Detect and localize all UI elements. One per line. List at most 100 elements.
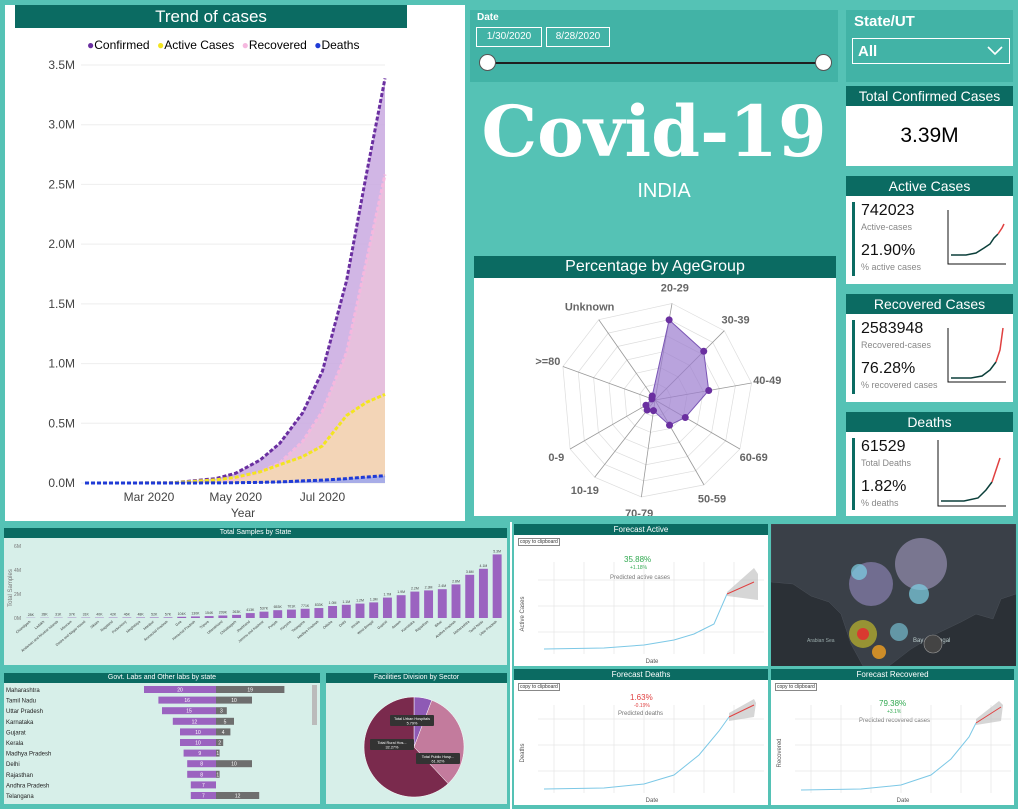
- samples-xtick: Haryana: [279, 620, 292, 632]
- pie-label: Total Rural Hos...: [377, 741, 406, 745]
- forecast-deaths-pct: 1.63%: [630, 693, 653, 702]
- samples-xtick: Meghalaya: [126, 620, 142, 634]
- labs-other-value: 1: [216, 751, 219, 757]
- radar-label: 0-9: [548, 452, 564, 464]
- labs-govt-value: 10: [195, 741, 201, 747]
- trend-xlabel: Year: [231, 506, 255, 520]
- age-panel: Percentage by AgeGroup 20-29 30-39 40-49 60…: [474, 256, 836, 516]
- map-label-arabian-sea: Arabian Sea: [807, 638, 835, 644]
- forecast-recovered-ylabel: Recovered: [777, 738, 783, 767]
- samples-xtick: Odisha: [322, 620, 333, 630]
- radar-point: [642, 401, 650, 409]
- trend-area-active-cases: [85, 394, 385, 483]
- labs-govt-bar: [187, 760, 216, 768]
- kpi-deaths-title: Deaths: [846, 412, 1013, 432]
- samples-xtick: Karnataka: [401, 620, 416, 633]
- samples-value-label: 28K: [28, 613, 35, 617]
- kpi-active-value: 742023: [861, 202, 915, 219]
- labs-other-bar: [216, 760, 252, 768]
- labs-other-value: 2: [218, 741, 221, 747]
- radar-point: [700, 347, 708, 355]
- labs-govt-bar: [180, 728, 216, 736]
- pie-label-pct: 61.92%: [432, 760, 446, 764]
- facilities-title: Facilities Division by Sector: [326, 673, 507, 683]
- labs-govt-bar: [144, 686, 216, 693]
- date-start-input[interactable]: 1/30/2020: [476, 27, 542, 47]
- forecast-recovered-predicted: [975, 706, 1002, 724]
- samples-value-label: 40K: [96, 613, 103, 617]
- compass-icon[interactable]: [923, 634, 943, 654]
- labs-other-value: 10: [231, 762, 237, 768]
- legend-recovered: ●Recovered: [241, 38, 307, 52]
- state-dropdown[interactable]: All: [852, 38, 1010, 64]
- samples-bar: [451, 584, 461, 618]
- forecast-deaths-panel: Forecast Deaths copy to clipboard 1.63% …: [514, 669, 768, 805]
- labs-other-bar: [216, 686, 285, 693]
- labs-panel: Govt. Labs and Other labs by state Mahar…: [4, 673, 320, 804]
- samples-value-label: 833K: [315, 603, 324, 607]
- radar-axis: [569, 399, 656, 450]
- state-selected: All: [858, 43, 878, 60]
- date-slider-start-handle[interactable]: [479, 54, 496, 71]
- forecast-active-copy-button[interactable]: copy to clipboard: [518, 538, 560, 546]
- labs-other-value: 4: [222, 730, 225, 736]
- labs-state-label: Madhya Pradesh: [6, 752, 51, 758]
- forecast-active-predicted: [726, 581, 755, 595]
- samples-value-label: 1.0M: [329, 601, 337, 605]
- forecast-recovered-title: Forecast Recovered: [771, 669, 1014, 680]
- samples-value-label: 209K: [219, 610, 228, 614]
- radar-label: 40-49: [753, 375, 781, 387]
- kpi-active-pct-label: % active cases: [861, 262, 922, 272]
- kpi-recovered-sparkline: [947, 327, 1006, 383]
- forecast-deaths-copy-button[interactable]: copy to clipboard: [518, 683, 560, 691]
- map-heat-6: [909, 584, 929, 604]
- labs-govt-value: 16: [184, 698, 190, 704]
- samples-bar: [424, 590, 434, 618]
- samples-value-label: 2.2M: [411, 587, 419, 591]
- labs-other-value: 1: [216, 772, 219, 778]
- radar-label: 30-39: [722, 314, 750, 326]
- labs-title: Govt. Labs and Other labs by state: [4, 673, 320, 683]
- date-label: Date: [477, 12, 499, 23]
- samples-value-label: 1.9M: [397, 590, 405, 594]
- samples-value-label: 1.1M: [342, 600, 350, 604]
- labs-govt-bar: [180, 739, 216, 746]
- labs-scrollbar[interactable]: [312, 685, 317, 725]
- trend-ytick: 2.0M: [48, 237, 75, 251]
- samples-bar: [369, 602, 379, 618]
- kpi-deaths-pct: 1.82%: [861, 478, 907, 495]
- forecast-recovered-caption: Predicted recovered cases: [859, 718, 931, 724]
- forecast-recovered-xlabel: Date: [897, 798, 910, 804]
- samples-bar: [218, 615, 228, 618]
- chevron-down-icon: [987, 46, 1003, 56]
- samples-value-label: 4.1M: [480, 564, 488, 568]
- samples-value-label: 31K: [83, 613, 90, 617]
- samples-xtick: Tripura: [199, 620, 210, 630]
- forecast-recovered-pct: 79.38%: [879, 699, 907, 708]
- date-end-input[interactable]: 8/28/2020: [546, 27, 610, 47]
- samples-bar: [177, 616, 187, 618]
- labs-state-label: Uttar Pradesh: [6, 709, 43, 715]
- samples-xtick: Delhi: [338, 620, 347, 628]
- labs-govt-bar: [172, 717, 216, 725]
- map-canvas[interactable]: Arabian Sea Bay of Bengal: [771, 524, 1016, 666]
- trend-ytick: 1.5M: [48, 297, 75, 311]
- labs-govt-value: 10: [195, 730, 201, 736]
- labs-other-bar: [216, 696, 252, 704]
- forecast-recovered-copy-button[interactable]: copy to clipboard: [775, 683, 817, 691]
- date-slider-end-handle[interactable]: [815, 54, 832, 71]
- samples-bar: [204, 616, 214, 618]
- samples-value-label: 771K: [301, 604, 310, 608]
- radar-label: 70-79: [625, 508, 653, 516]
- labs-other-value: 12: [235, 794, 241, 800]
- trend-xtick: Mar 2020: [124, 490, 175, 504]
- radar-point: [705, 387, 713, 395]
- trend-ytick: 0.0M: [48, 476, 75, 490]
- labs-govt-bar: [190, 792, 216, 799]
- samples-bar: [355, 603, 365, 618]
- samples-value-label: 154K: [205, 611, 214, 615]
- labs-other-bar: [216, 728, 231, 736]
- samples-xtick: Mizoram: [60, 620, 73, 632]
- samples-bar: [478, 568, 488, 618]
